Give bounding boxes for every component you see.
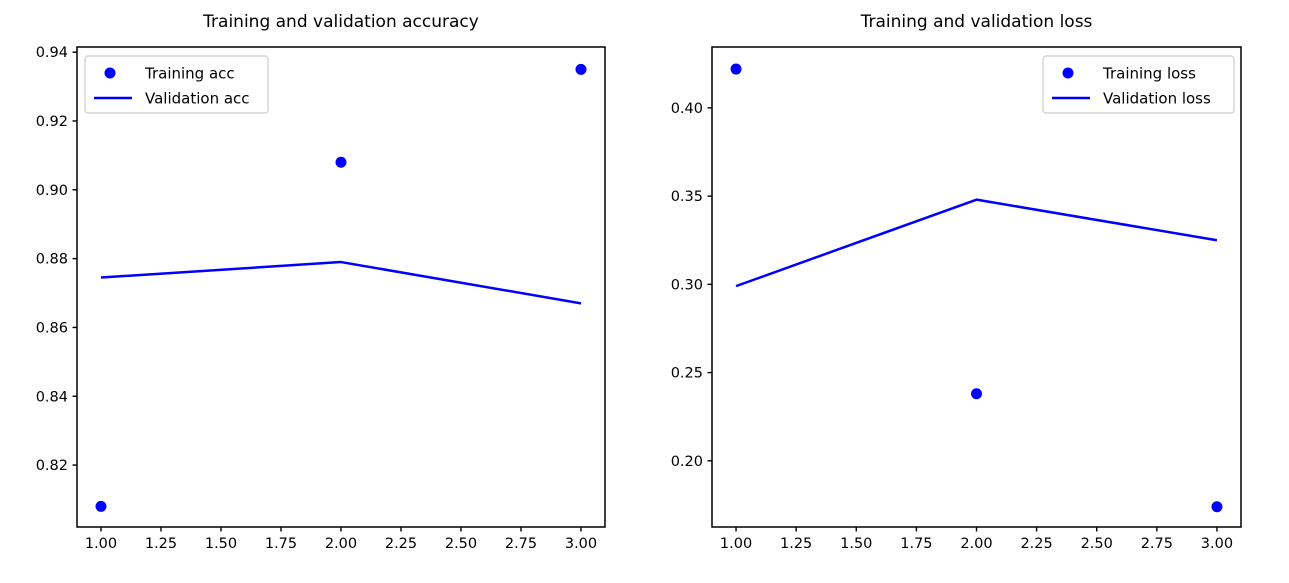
y-tick-label: 0.30 — [671, 277, 703, 293]
accuracy-chart-title: Training and validation accuracy — [203, 12, 479, 32]
x-tick-label: 1.25 — [780, 536, 812, 552]
x-tick-label: 1.00 — [85, 536, 117, 552]
line-path — [735, 198, 1218, 288]
legend-marker-dot-icon — [1062, 67, 1074, 79]
series-validation-loss — [735, 198, 1218, 288]
series-validation-acc — [100, 260, 582, 305]
x-tick-label: 2.00 — [960, 536, 992, 552]
y-tick-label: 0.88 — [36, 252, 68, 268]
x-tick-label: 2.75 — [505, 536, 537, 552]
y-tick-label: 0.25 — [671, 366, 703, 382]
x-tick-label: 3.00 — [1201, 536, 1233, 552]
y-tick-label: 0.86 — [36, 321, 68, 337]
x-tick-label: 1.25 — [145, 536, 177, 552]
chart-training-and-validation-loss: 1.00 1.25 1.50 1.75 2.00 2.25 2.50 2.75 3.00 0.20… — [671, 46, 1242, 552]
legend-marker-dot-icon — [104, 67, 116, 79]
legend-box — [1042, 55, 1235, 114]
legend: Training acc Validation acc — [84, 55, 269, 114]
x-axis: 1.00 1.25 1.50 1.75 2.00 2.25 2.50 2.75 3.00 — [720, 527, 1233, 552]
y-tick-label: 0.82 — [36, 458, 68, 474]
y-tick-label: 0.90 — [36, 183, 68, 199]
y-axis: 0.82 0.84 0.86 0.88 0.90 0.92 0.94 — [36, 45, 77, 474]
y-tick-label: 0.94 — [36, 45, 68, 61]
legend-label: Training loss — [1102, 64, 1196, 82]
x-tick-label: 1.75 — [900, 536, 932, 552]
legend-label: Validation acc — [145, 89, 250, 107]
data-point — [1211, 501, 1223, 513]
x-tick-label: 2.00 — [325, 536, 357, 552]
legend-label: Validation loss — [1103, 89, 1211, 107]
x-tick-label: 2.25 — [1020, 536, 1052, 552]
chart-training-and-validation-accuracy: 1.00 1.25 1.50 1.75 2.00 2.25 2.50 2.75 3.00 0.82… — [36, 45, 606, 552]
axes-frame — [711, 46, 1242, 528]
x-axis: 1.00 1.25 1.50 1.75 2.00 2.25 2.50 2.75 3.00 — [85, 527, 597, 552]
y-tick-label: 0.20 — [671, 454, 703, 470]
x-tick-label: 1.00 — [720, 536, 752, 552]
y-axis: 0.20 0.25 0.30 0.35 0.40 — [671, 101, 712, 470]
x-tick-label: 1.50 — [205, 536, 237, 552]
axes-frame — [76, 46, 606, 528]
x-tick-label: 1.75 — [265, 536, 297, 552]
x-tick-label: 2.50 — [1081, 536, 1113, 552]
legend: Training loss Validation loss — [1042, 55, 1235, 114]
x-tick-label: 2.50 — [445, 536, 477, 552]
series-training-loss — [730, 63, 1223, 513]
data-point — [575, 63, 587, 75]
y-tick-label: 0.92 — [36, 114, 68, 130]
line-path — [100, 260, 582, 305]
loss-chart-title: Training and validation loss — [860, 12, 1093, 32]
data-point — [335, 156, 347, 168]
x-tick-label: 2.25 — [385, 536, 417, 552]
y-tick-label: 0.40 — [671, 101, 703, 117]
x-tick-label: 2.75 — [1141, 536, 1173, 552]
y-tick-label: 0.84 — [36, 389, 68, 405]
x-tick-label: 1.50 — [840, 536, 872, 552]
legend-label: Training acc — [144, 64, 235, 82]
data-point — [971, 388, 982, 400]
data-point — [95, 500, 107, 512]
series-training-acc — [95, 63, 587, 512]
data-point — [730, 63, 742, 75]
y-tick-label: 0.35 — [671, 189, 703, 205]
x-tick-label: 3.00 — [565, 536, 597, 552]
